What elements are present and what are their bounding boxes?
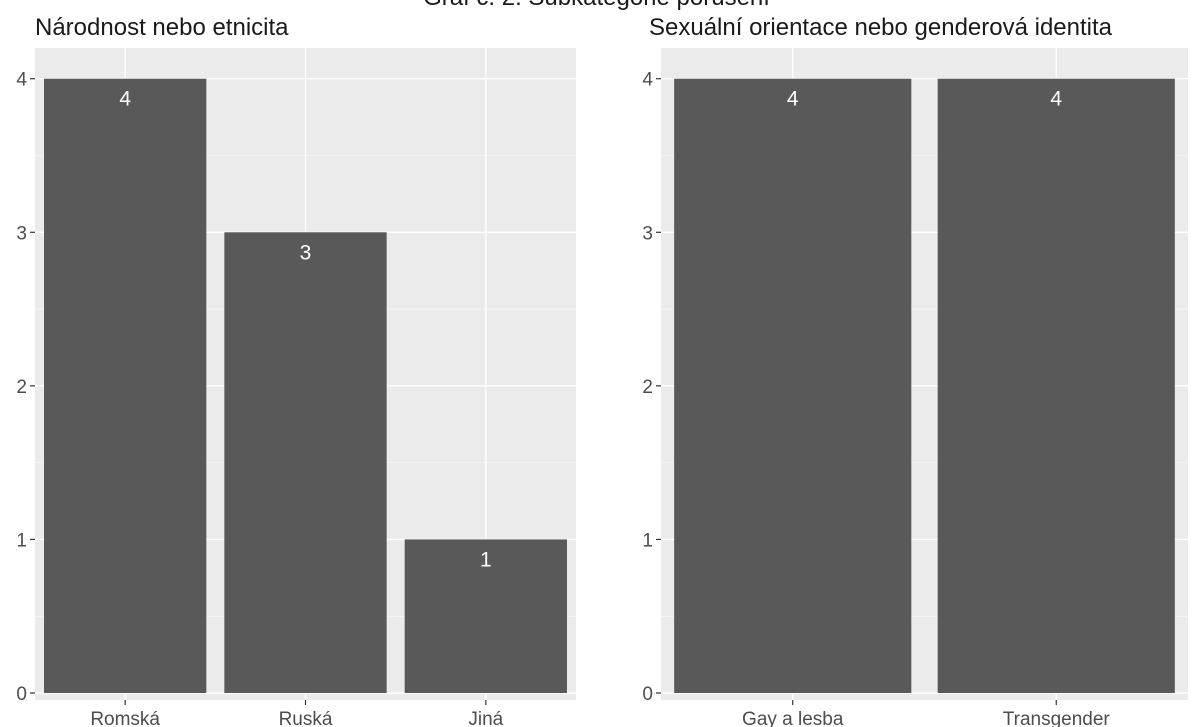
bar-gay-a-lesba xyxy=(674,78,912,693)
y-tick-label: 4 xyxy=(16,70,27,91)
data-label: 1 xyxy=(480,548,492,571)
y-tick-label: 1 xyxy=(16,530,27,551)
y-tick-label: 0 xyxy=(16,684,27,705)
x-tick-label: Transgender xyxy=(1003,709,1111,727)
bar-ruská xyxy=(224,232,387,694)
x-tick-label: Romská xyxy=(90,709,160,727)
x-tick-label: Ruská xyxy=(279,709,333,727)
x-tick-label: Gay a lesba xyxy=(742,709,844,727)
data-label: 4 xyxy=(119,88,131,111)
bar-transgender xyxy=(937,78,1175,693)
y-tick-label: 3 xyxy=(642,223,653,244)
figure-title: Graf č. 2: Subkategorie porušení xyxy=(0,0,1193,12)
panel-title: Národnost nebo etnicita xyxy=(35,14,289,41)
bar-jiná xyxy=(404,539,567,693)
y-tick-label: 3 xyxy=(16,223,27,244)
x-tick-label: Jiná xyxy=(468,709,503,727)
y-tick-label: 4 xyxy=(642,70,653,91)
data-label: 4 xyxy=(787,88,799,111)
y-tick-label: 2 xyxy=(16,377,27,398)
panel-2: Sexuální orientace nebo genderová identi… xyxy=(642,14,1188,727)
data-label: 3 xyxy=(300,241,312,264)
bar-romská xyxy=(44,78,207,693)
data-label: 4 xyxy=(1050,88,1062,111)
y-tick-label: 0 xyxy=(642,684,653,705)
panel-title: Sexuální orientace nebo genderová identi… xyxy=(649,14,1113,41)
y-tick-label: 2 xyxy=(642,377,653,398)
panel-1: Národnost nebo etnicita 0 1 2 3 4 4 Romská 3 Rusk… xyxy=(16,14,576,727)
y-tick-label: 1 xyxy=(642,530,653,551)
